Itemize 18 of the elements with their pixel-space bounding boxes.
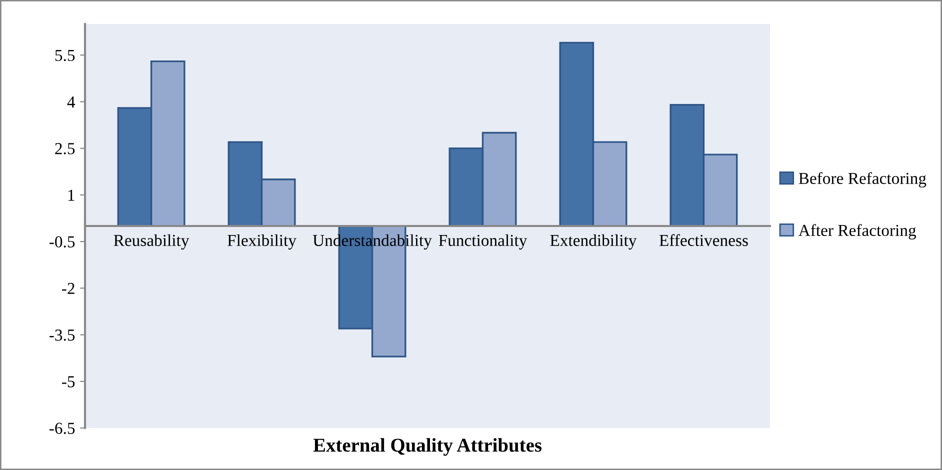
- x-tick-label: Flexibility: [228, 234, 296, 250]
- y-tick-label: 1: [68, 190, 74, 201]
- y-tick-label: 5.5: [55, 50, 75, 62]
- x-tick-label: Extendibility: [550, 234, 637, 250]
- y-tick-label: -6.5: [50, 422, 75, 434]
- y-tick-label: -0.5: [50, 236, 75, 248]
- legend-label: After Refactoring: [798, 224, 916, 240]
- y-tick-label: 4: [67, 96, 76, 108]
- y-tick-label: -3.5: [50, 330, 75, 341]
- legend-label: Before Refactoring: [798, 172, 926, 188]
- y-tick-label: -5: [62, 376, 75, 388]
- x-axis-title: External Quality Attributes: [313, 438, 542, 456]
- x-tick-label: Functionality: [438, 234, 528, 250]
- y-tick-label: -2: [62, 282, 74, 294]
- x-tick-label: Effectiveness: [659, 234, 748, 246]
- y-tick-label: 2.5: [55, 143, 75, 154]
- x-tick-label: Understandability: [312, 234, 432, 250]
- x-tick-label: Reusability: [114, 234, 190, 250]
